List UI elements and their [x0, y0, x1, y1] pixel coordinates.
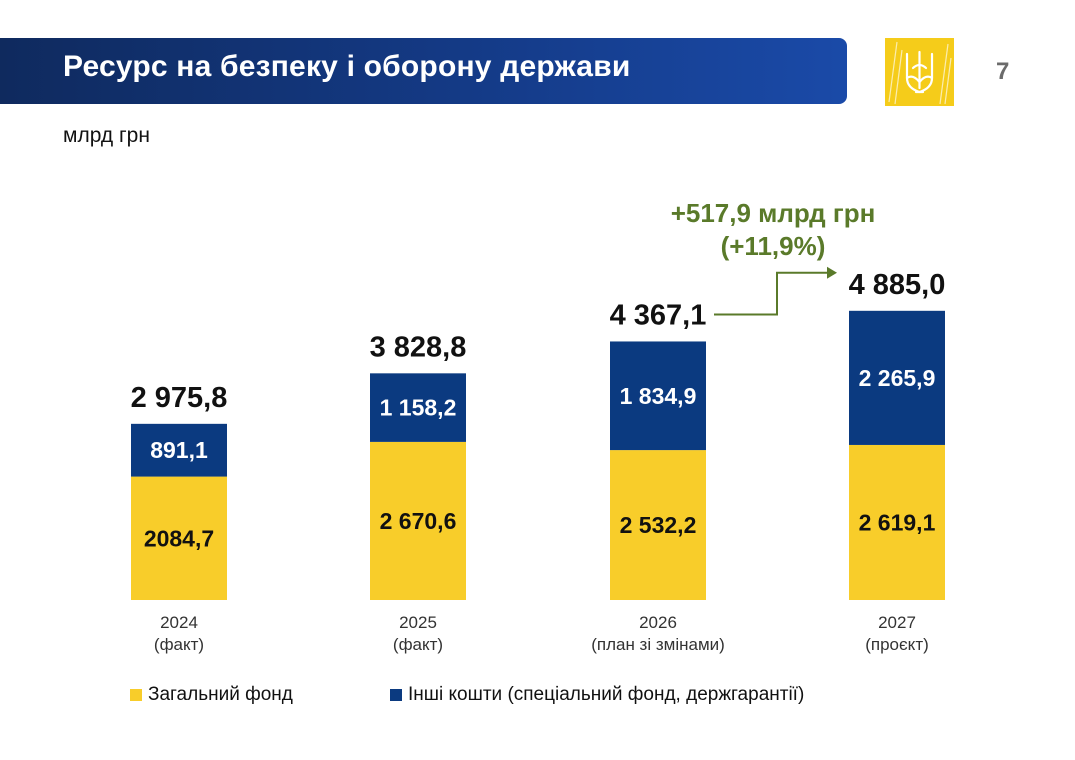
- legend-item-other-funds: Інші кошти (спеціальний фонд, держгарант…: [390, 684, 804, 706]
- growth-annotation-amount: +517,9 млрд грн: [671, 198, 876, 228]
- trident-icon: [885, 38, 954, 106]
- bar-segment-2027-series-1: [849, 310, 945, 445]
- bar-segment-2026-series-1: [610, 341, 706, 451]
- bar-segment-2026-series-0: [610, 450, 706, 600]
- x-tick-sublabel: (факт): [393, 635, 443, 654]
- x-tick-label: 2024: [160, 613, 198, 632]
- x-tick-sublabel: (план зі змінами): [591, 635, 725, 654]
- bar-value-label: 1 158,2: [380, 395, 457, 421]
- growth-arrow-line: [714, 271, 829, 316]
- bar-segment-2025-series-1: [370, 373, 466, 442]
- legend-item-general-fund: Загальний фонд: [130, 684, 293, 706]
- page-number: 7: [996, 58, 1010, 85]
- legend-swatch-general-fund: [130, 689, 142, 701]
- growth-arrow-head: [827, 266, 837, 279]
- growth-annotation-percent: (+11,9%): [721, 231, 826, 261]
- bar-value-label: 891,1: [150, 437, 208, 463]
- bar-total-label: 4 885,0: [849, 269, 946, 301]
- x-tick-label: 2027: [878, 613, 916, 632]
- x-tick-sublabel: (проєкт): [865, 635, 929, 654]
- bar-value-label: 1 834,9: [620, 383, 697, 409]
- legend-label-other-funds: Інші кошти (спеціальний фонд, держгарант…: [408, 684, 805, 705]
- bar-value-label: 2 532,2: [620, 512, 697, 538]
- title-bar: [0, 38, 847, 104]
- bar-total-label: 2 975,8: [131, 382, 228, 414]
- legend-label-general-fund: Загальний фонд: [148, 684, 293, 705]
- bar-value-label: 2 619,1: [859, 509, 936, 535]
- bar-segment-2025-series-0: [370, 441, 466, 600]
- bar-segment-2024-series-0: [131, 476, 227, 600]
- bar-segment-2027-series-0: [849, 444, 945, 600]
- page-title: Ресурс на безпеку і оборону держави: [63, 50, 631, 83]
- unit-label: млрд грн: [63, 124, 150, 147]
- x-tick-label: 2025: [399, 613, 437, 632]
- legend-swatch-other-funds: [390, 689, 402, 701]
- bar-segment-2024-series-1: [131, 423, 227, 477]
- x-tick-sublabel: (факт): [154, 635, 204, 654]
- bar-value-label: 2084,7: [144, 525, 214, 551]
- x-tick-label: 2026: [639, 613, 677, 632]
- bar-total-label: 4 367,1: [610, 299, 707, 331]
- bar-total-label: 3 828,8: [370, 331, 467, 363]
- bar-value-label: 2 670,6: [380, 508, 457, 534]
- bar-value-label: 2 265,9: [859, 365, 936, 391]
